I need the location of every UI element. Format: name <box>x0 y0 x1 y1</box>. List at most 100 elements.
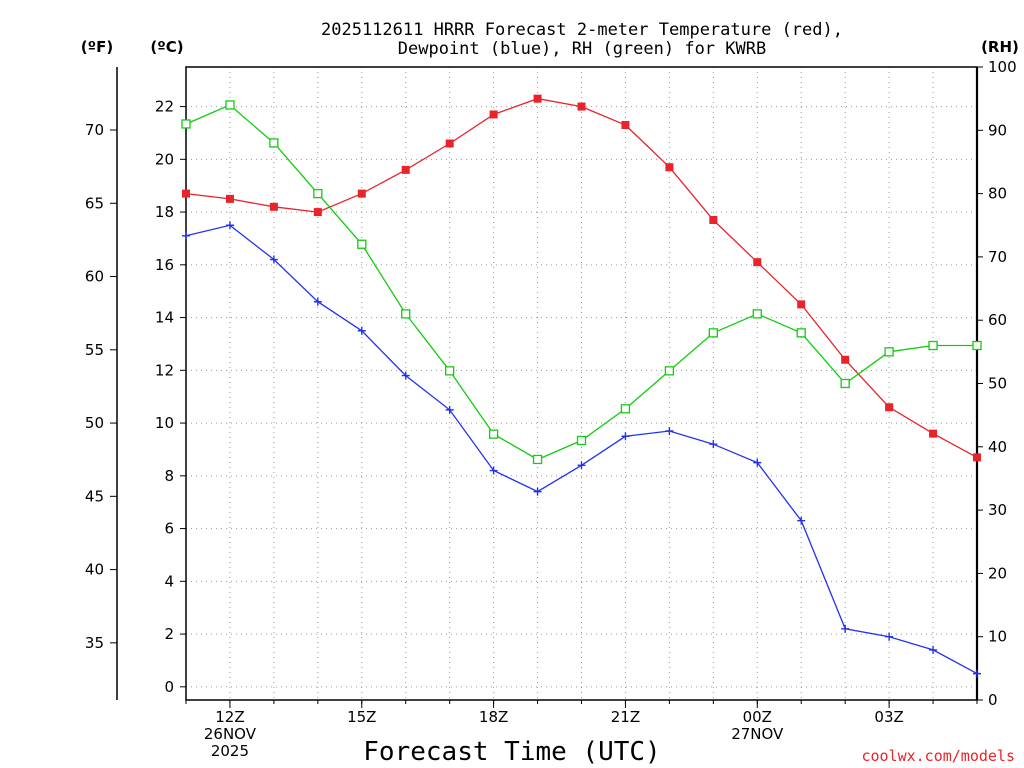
c-tick-label: 4 <box>164 572 174 590</box>
temperature-point <box>489 110 498 119</box>
rh-tick-label: 50 <box>988 375 1007 393</box>
x-tick-label: 03Z <box>874 708 903 726</box>
rh-point <box>401 309 411 319</box>
rh-tick-label: 60 <box>988 311 1007 329</box>
temperature-point <box>357 189 366 198</box>
temperature-point <box>621 121 630 130</box>
dewpoint-point <box>885 632 894 641</box>
rh-tick-label: 20 <box>988 564 1007 582</box>
dewpoint-point <box>929 645 938 654</box>
rh-point <box>532 454 543 465</box>
dewpoint-point <box>401 371 410 380</box>
f-tick-label: 60 <box>85 268 104 286</box>
temperature-point <box>182 189 190 198</box>
temperature-point <box>577 102 586 111</box>
c-tick-label: 20 <box>155 150 174 168</box>
chart-title-line2: Dewpoint (blue), RH (green) for KWRB <box>398 39 766 59</box>
rh-point <box>796 328 806 338</box>
dewpoint-point <box>665 426 674 435</box>
rh-point <box>928 340 938 351</box>
dewpoint-point <box>489 466 498 475</box>
c-tick-label: 14 <box>155 309 174 327</box>
temperature-point <box>797 300 806 309</box>
rh-tick-label: 80 <box>988 185 1007 203</box>
unit-celsius: (ºC) <box>150 38 183 56</box>
c-tick-label: 10 <box>155 414 174 432</box>
rh-point <box>576 435 587 446</box>
c-tick-label: 8 <box>164 467 174 485</box>
unit-rh: (RH) <box>981 38 1019 56</box>
x-tick-label: 12Z <box>215 708 244 726</box>
f-tick-label: 50 <box>85 414 104 432</box>
temperature-point <box>313 208 322 217</box>
c-tick-label: 18 <box>155 203 174 221</box>
rh-point <box>357 239 367 249</box>
dewpoint-point <box>357 326 366 335</box>
c-tick-label: 22 <box>155 98 174 116</box>
temperature-point <box>885 403 894 412</box>
rh-point <box>840 378 850 389</box>
dewpoint-point <box>973 669 981 678</box>
x-tick-label: 26NOV <box>204 725 257 743</box>
x-tick-label: 27NOV <box>731 725 784 743</box>
rh-point <box>664 366 675 376</box>
temperature-point <box>269 202 278 211</box>
f-tick-label: 40 <box>85 561 104 579</box>
dewpoint-point <box>797 516 806 525</box>
dewpoint-point <box>269 255 278 264</box>
rh-tick-label: 30 <box>988 501 1007 519</box>
x-tick-label: 15Z <box>347 708 376 726</box>
dewpoint-point <box>577 461 586 470</box>
rh-point <box>313 188 323 199</box>
dewpoint-point <box>533 487 542 496</box>
plot-border <box>185 66 978 701</box>
rh-tick-label: 70 <box>988 248 1007 266</box>
dewpoint-point <box>709 440 718 449</box>
rh-tick-label: 0 <box>988 691 998 709</box>
x-axis-label: Forecast Time (UTC) <box>363 737 660 767</box>
rh-point <box>620 404 631 414</box>
c-tick-label: 2 <box>164 625 174 643</box>
c-tick-label: 16 <box>155 256 174 274</box>
rh-point <box>884 347 894 357</box>
rh-point <box>488 429 499 439</box>
credit-text: coolwx.com/models <box>861 747 1015 765</box>
temperature-point <box>445 139 454 148</box>
rh-point <box>269 138 279 148</box>
temperature-point <box>753 258 762 267</box>
dewpoint-point <box>313 297 322 306</box>
temperature-point <box>709 215 718 224</box>
dewpoint-point <box>841 624 850 633</box>
temperature-point <box>929 429 938 438</box>
axis-ticks: 35 40 45 50 55 60 65 70 0 2 4 6 8 10 12 14 16 18 20 22 0 10 20… <box>85 58 1017 760</box>
rh-point <box>708 328 718 338</box>
f-tick-label: 35 <box>85 634 104 652</box>
unit-fahrenheit: (ºF) <box>81 38 113 56</box>
rh-point <box>181 119 191 129</box>
x-tick-label: 21Z <box>611 708 640 726</box>
f-tick-label: 65 <box>85 194 104 212</box>
c-tick-label: 12 <box>155 361 174 379</box>
rh-point <box>445 366 455 376</box>
temperature-point <box>841 355 850 364</box>
dewpoint-point <box>621 432 630 441</box>
temperature-point <box>665 163 674 172</box>
dewpoint-point <box>225 221 234 230</box>
rh-tick-label: 100 <box>988 58 1017 76</box>
chart-title-line1: 2025112611 HRRR Forecast 2-meter Tempera… <box>321 20 843 40</box>
rh-point <box>225 100 235 110</box>
temperature-point <box>533 94 542 103</box>
temperature-point <box>401 165 410 174</box>
dewpoint-point <box>753 458 762 467</box>
temperature-point <box>225 194 234 203</box>
f-tick-label: 70 <box>85 121 104 139</box>
temperature-point <box>973 453 981 462</box>
grid <box>186 67 977 700</box>
f-tick-label: 55 <box>85 341 104 359</box>
dewpoint-point <box>445 405 454 414</box>
rh-tick-label: 10 <box>988 628 1007 646</box>
rh-tick-label: 90 <box>988 121 1007 139</box>
f-tick-label: 45 <box>85 487 104 505</box>
rh-point <box>752 309 762 319</box>
